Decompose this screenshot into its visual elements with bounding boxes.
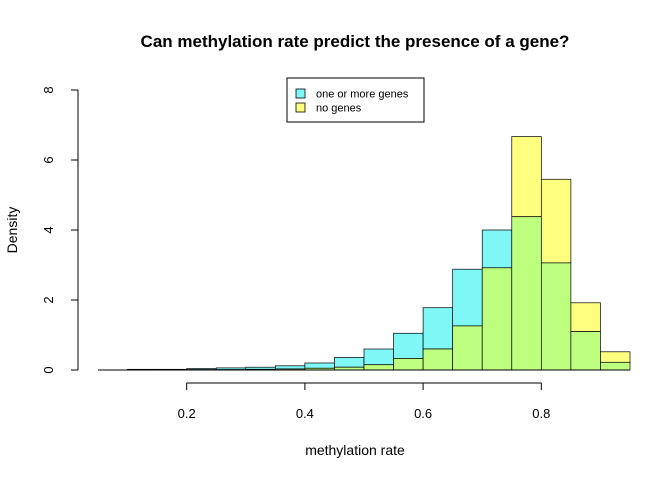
y-axis-label: Density <box>4 207 20 254</box>
legend: one or more genes no genes <box>286 77 425 123</box>
bar-no-genes-15 <box>570 302 601 332</box>
bar-one-or-more-genes-11 <box>452 268 483 327</box>
x-tick-label-1: 0.4 <box>296 406 314 421</box>
bar-one-or-more-genes-5 <box>274 365 306 370</box>
bar-one-or-more-genes-10 <box>422 307 454 350</box>
bar-one-or-more-genes-7 <box>334 357 365 368</box>
bar-overlap-8 <box>363 364 394 371</box>
bar-overlap-11 <box>452 325 483 371</box>
x-tick-label-0: 0.2 <box>178 406 196 421</box>
bar-overlap-14 <box>540 262 572 371</box>
bar-one-or-more-genes-6 <box>304 362 335 369</box>
legend-swatch-1 <box>295 102 306 113</box>
legend-label-1: no genes <box>316 103 362 115</box>
bar-one-or-more-genes-9 <box>393 332 424 359</box>
y-tick-label-4: 8 <box>41 86 56 93</box>
bar-overlap-10 <box>422 348 454 371</box>
bar-overlap-15 <box>570 331 601 371</box>
x-tick-label-2: 0.6 <box>414 406 432 421</box>
bar-one-or-more-genes-8 <box>363 348 394 366</box>
y-tick-label-1: 2 <box>41 296 56 303</box>
bar-no-genes-16 <box>600 351 631 363</box>
y-tick-label-2: 4 <box>41 226 56 233</box>
y-tick-label-3: 6 <box>41 156 56 163</box>
bars-group <box>127 136 631 371</box>
legend-swatch-0 <box>295 88 306 99</box>
bar-overlap-9 <box>393 358 424 371</box>
x-tick-label-3: 0.8 <box>532 406 550 421</box>
bar-no-genes-13 <box>511 136 542 218</box>
bar-overlap-12 <box>481 267 513 371</box>
bar-overlap-13 <box>511 216 542 371</box>
chart-title: Can methylation rate predict the presenc… <box>141 32 570 51</box>
legend-box <box>286 77 425 123</box>
bar-overlap-16 <box>600 361 631 371</box>
x-axis-label: methylation rate <box>305 442 405 458</box>
bar-one-or-more-genes-12 <box>481 229 513 269</box>
bar-no-genes-14 <box>540 178 572 264</box>
y-tick-label-0: 0 <box>41 366 56 373</box>
legend-label-0: one or more genes <box>316 89 409 101</box>
axes-group: 0.2 0.4 0.6 0.8 0 2 4 6 8 <box>41 86 630 421</box>
